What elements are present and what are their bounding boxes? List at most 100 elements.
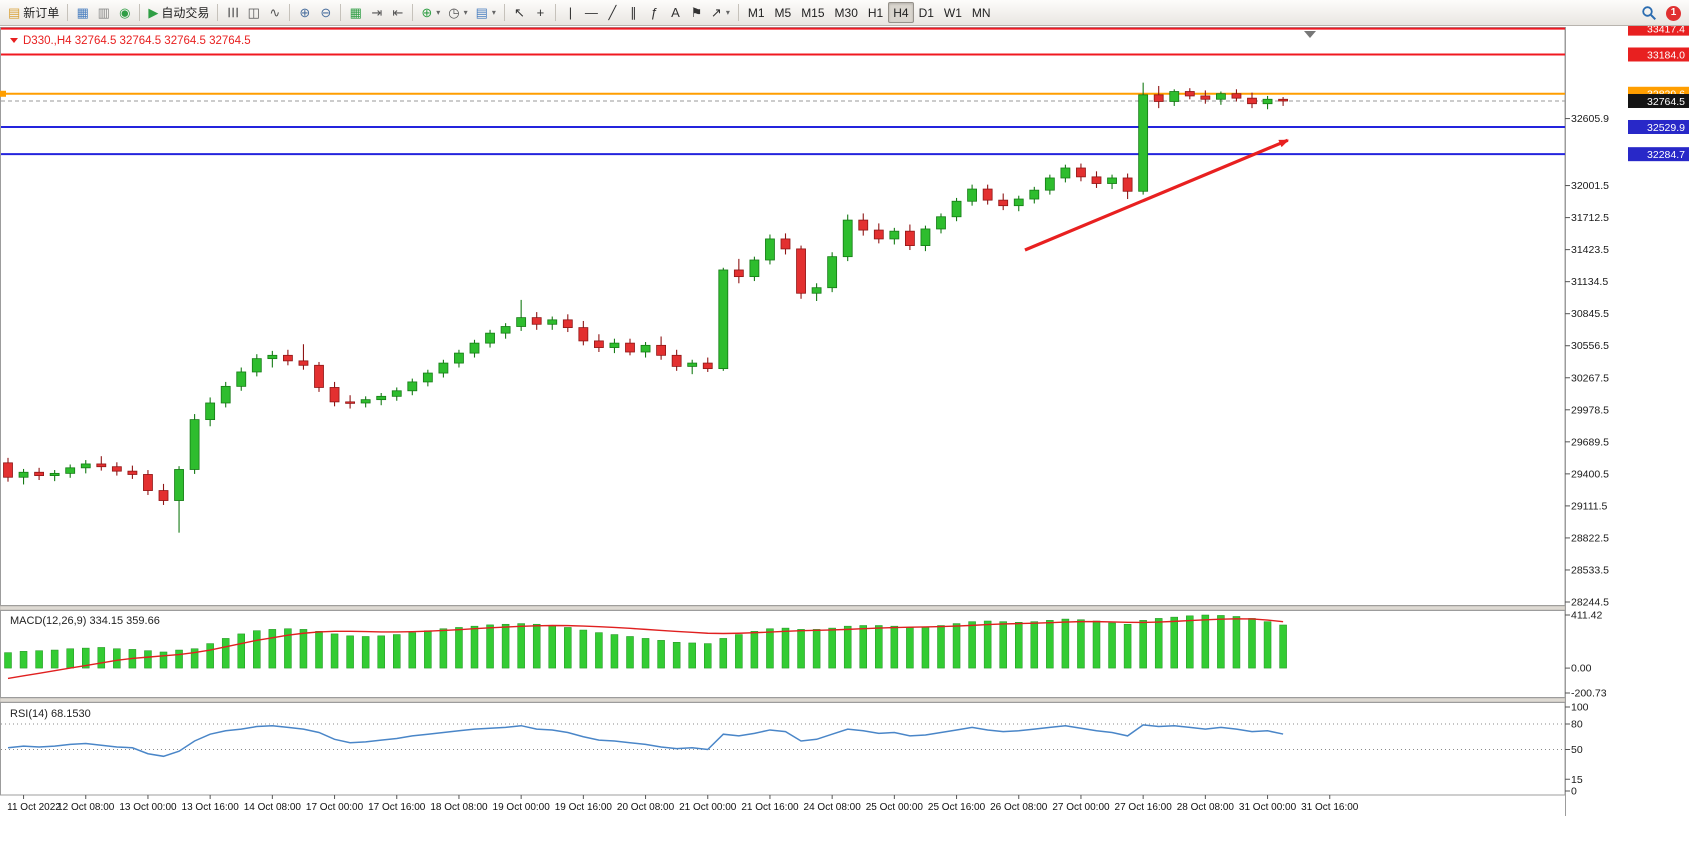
add-indicator-button[interactable]: ⊕ ▾ <box>417 2 444 23</box>
line-chart-icon: ∿ <box>269 5 281 20</box>
candle <box>609 342 620 348</box>
tf-m1-button[interactable]: M1 <box>743 2 770 23</box>
tile-windows-button[interactable]: ▦ <box>345 2 366 23</box>
chart-window[interactable]: D330.,H4 32764.5 32764.5 32764.5 32764.5… <box>0 26 1689 862</box>
candle <box>174 469 184 501</box>
ohlc-readout: D330.,H4 32764.5 32764.5 32764.5 32764.5 <box>23 35 251 47</box>
chart-shift-marker[interactable] <box>1304 31 1316 38</box>
candle <box>516 317 527 327</box>
zoom-out-button[interactable]: ⊖ <box>315 2 336 23</box>
candle <box>438 362 449 374</box>
macd-panel[interactable]: 411.42 0.00 -200.73 MACD(12,26,9) 334.15 35… <box>0 610 1607 700</box>
text-button[interactable]: A <box>665 2 686 23</box>
price-tick: 28822.5 <box>1571 532 1609 544</box>
macd-tick: -200.73 <box>1571 688 1607 700</box>
toolbar-group-cursor-tools: ↖ + <box>509 2 551 23</box>
tf-mn-button[interactable]: MN <box>967 2 996 23</box>
fibonacci-button[interactable]: ƒ <box>644 2 665 23</box>
candle <box>1138 94 1149 192</box>
time-tick: 21 Oct 00:00 <box>679 802 737 813</box>
candle <box>858 219 869 231</box>
line-chart-button[interactable]: ∿ <box>264 2 285 23</box>
new-chart-button[interactable]: ▦ <box>72 2 93 23</box>
panel-separator-1[interactable] <box>0 605 1566 611</box>
candles-layer <box>3 82 1288 533</box>
price-tag-resistance-line-2: 33184.0 <box>1628 47 1689 62</box>
time-tick: 19 Oct 00:00 <box>493 802 551 813</box>
arrows-button[interactable]: ↗ ▾ <box>707 2 734 23</box>
bar-chart-button[interactable]: ☰ <box>222 2 243 23</box>
channel-button[interactable]: ∥ <box>623 2 644 23</box>
notification-badge[interactable]: 1 <box>1666 5 1681 21</box>
price-tick: 28533.5 <box>1571 564 1609 576</box>
tf-m5-button-label: M5 <box>774 5 792 20</box>
play-icon: ▶ <box>148 5 159 20</box>
candle <box>1060 167 1071 179</box>
candle <box>562 319 573 329</box>
svg-text:32764.5: 32764.5 <box>1647 96 1685 108</box>
main-chart-panel[interactable]: D330.,H4 32764.5 32764.5 32764.5 32764.5 <box>0 27 1566 606</box>
panel-separator-2[interactable] <box>0 697 1566 703</box>
horizontal-line-icon: — <box>584 5 598 20</box>
candle <box>376 395 387 401</box>
toolbar: ▤ 新订单 ▦ ▥ ◉ ▶ 自动交易 ☰ ◫ ∿ ⊕ ⊖ ▦ ⇥ ⇤ ⊕ ▾ ◷ ▾ ▤ ▾ ↖ + | — ╱ ∥ ƒ A ⚑ ↗ ▾ M1 M… <box>0 0 1689 26</box>
autotrading-button[interactable]: ▶ 自动交易 <box>144 2 213 23</box>
candle <box>1029 189 1040 200</box>
period-button[interactable]: ◷ ▾ <box>444 2 471 23</box>
candle <box>640 344 651 353</box>
candle <box>967 188 977 202</box>
tf-d1-button[interactable]: D1 <box>914 2 939 23</box>
tf-m15-button[interactable]: M15 <box>796 2 829 23</box>
candle <box>982 188 993 201</box>
rsi-tick: 15 <box>1571 774 1583 786</box>
profiles-button[interactable]: ▥ <box>93 2 114 23</box>
time-tick: 14 Oct 08:00 <box>244 802 302 813</box>
cursor-button[interactable]: ↖ <box>509 2 530 23</box>
chart-shift-icon: ⇤ <box>392 5 404 20</box>
time-tick: 31 Oct 00:00 <box>1239 802 1297 813</box>
rsi-panel[interactable]: 100 80 50 150 RSI(14) 68.1530 <box>0 702 1589 798</box>
vertical-line-button[interactable]: | <box>560 2 581 23</box>
chevron-down-icon: ▾ <box>491 8 496 17</box>
candle <box>80 463 91 469</box>
zoom-in-button[interactable]: ⊕ <box>294 2 315 23</box>
time-tick: 12 Oct 08:00 <box>57 802 115 813</box>
new-order-button[interactable]: ▤ 新订单 <box>4 2 63 23</box>
tf-m5-button[interactable]: M5 <box>770 2 797 23</box>
candle <box>236 371 247 387</box>
candle <box>96 463 107 468</box>
horizontal-line-button[interactable]: — <box>581 2 602 23</box>
candlestick-button[interactable]: ◫ <box>243 2 264 23</box>
toolbar-group-chart-types: ☰ ◫ ∿ <box>222 2 285 23</box>
price-tick: 29400.5 <box>1571 468 1609 480</box>
tf-h1-button[interactable]: H1 <box>863 2 888 23</box>
price-tick: 30845.5 <box>1571 308 1609 320</box>
trend-arrow-annotation[interactable] <box>1024 138 1290 252</box>
candle <box>749 259 760 278</box>
candle <box>796 248 806 294</box>
candle <box>1216 93 1226 100</box>
tf-m1-button-label: M1 <box>747 5 765 20</box>
tf-w1-button[interactable]: W1 <box>939 2 967 23</box>
alerts-button[interactable]: ◉ <box>114 2 135 23</box>
candle <box>873 229 884 240</box>
toolbar-separator <box>412 4 414 21</box>
price-tick: 29689.5 <box>1571 436 1609 448</box>
trendline-button[interactable]: ╱ <box>602 2 623 23</box>
tf-h4-button[interactable]: H4 <box>888 2 914 23</box>
candle <box>594 340 604 348</box>
price-axis[interactable]: 32605.9 32001.5 31712.5 31423.5 31134.5 30845… <box>1565 26 1689 816</box>
tf-m30-button[interactable]: M30 <box>830 2 863 23</box>
chart-shift-button[interactable]: ⇤ <box>387 2 408 23</box>
auto-scroll-button[interactable]: ⇥ <box>366 2 387 23</box>
toolbar-right-cluster: 1 <box>1641 0 1681 26</box>
template-button[interactable]: ▤ ▾ <box>472 2 500 23</box>
orange-line[interactable] <box>0 90 1565 97</box>
crosshair-button[interactable]: + <box>530 2 551 23</box>
price-tag-resistance-line-1: 33417.4 <box>1628 26 1689 36</box>
search-icon[interactable] <box>1641 5 1657 21</box>
label-button[interactable]: ⚑ <box>686 2 707 23</box>
candle <box>485 332 495 344</box>
